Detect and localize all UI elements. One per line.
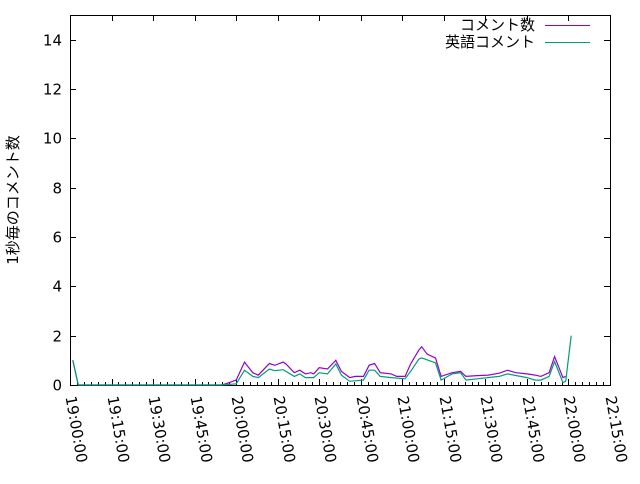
- legend-label-0: コメント数: [460, 16, 535, 34]
- y-tick-label: 8: [52, 180, 62, 198]
- y-tick-label: 0: [52, 377, 62, 395]
- x-tick-label: 19:15:00: [104, 395, 133, 464]
- x-axis: 19:00:00 19:15:00 19:30:00 19:45:00 20:00:00…: [62, 15, 631, 464]
- x-tick-label: 19:45:00: [187, 395, 216, 464]
- y-tick-label: 6: [52, 229, 62, 247]
- x-tick-label: 20:45:00: [353, 395, 382, 464]
- legend: コメント数 英語コメント: [445, 16, 590, 51]
- x-tick-label: 21:15:00: [436, 395, 465, 464]
- x-tick-label: 21:00:00: [394, 395, 423, 464]
- y-tick-label: 2: [52, 328, 62, 346]
- y-tick-label: 12: [43, 81, 62, 99]
- y-axis: 0 2 4 6 8 10 12 14: [43, 32, 610, 395]
- y-tick-label: 4: [52, 278, 62, 296]
- series-lines: [72, 335, 572, 386]
- x-tick-label: 20:15:00: [270, 395, 299, 464]
- y-tick-label: 14: [43, 32, 62, 50]
- x-tick-label: 20:30:00: [311, 395, 340, 464]
- x-tick-label: 19:30:00: [145, 395, 174, 464]
- x-tick-label: 21:30:00: [477, 395, 506, 464]
- plot-frame: [70, 15, 611, 386]
- series-line-1: [72, 335, 572, 386]
- y-axis-label: 1秒毎のコメント数: [4, 135, 22, 265]
- x-tick-label: 19:00:00: [62, 395, 91, 464]
- x-tick-label: 22:15:00: [602, 395, 631, 464]
- y-tick-label: 10: [43, 130, 62, 148]
- x-tick-label: 21:45:00: [519, 395, 548, 464]
- x-tick-label: 20:00:00: [228, 395, 257, 464]
- legend-label-1: 英語コメント: [445, 33, 535, 51]
- x-tick-label: 22:00:00: [560, 395, 589, 464]
- series-line-0: [72, 345, 566, 386]
